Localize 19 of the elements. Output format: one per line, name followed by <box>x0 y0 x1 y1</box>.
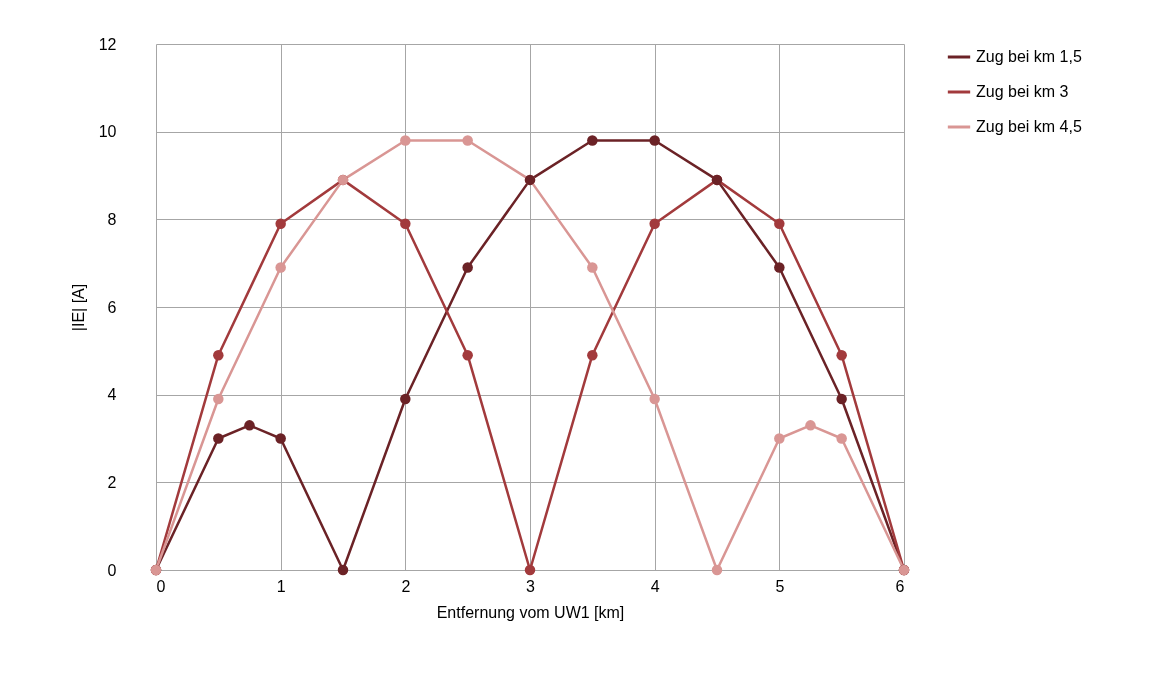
legend-label: Zug bei km 1,5 <box>976 48 1082 65</box>
x-tick-label: 2 <box>401 577 411 595</box>
x-tick-label: 3 <box>526 577 536 595</box>
x-tick-label: 0 <box>156 577 166 595</box>
y-tick-label: 0 <box>107 561 117 579</box>
y-axis-title: |IE| [A] <box>69 283 87 332</box>
x-tick-label: 6 <box>895 577 905 595</box>
y-tick-label: 4 <box>107 386 117 404</box>
legend-label: Zug bei km 3 <box>976 83 1069 100</box>
x-tick-label: 5 <box>775 577 785 595</box>
y-tick-label: 8 <box>107 210 117 228</box>
x-tick-label: 4 <box>650 577 660 595</box>
y-tick-label: 6 <box>107 298 117 316</box>
legend-label: Zug bei km 4,5 <box>976 118 1082 135</box>
y-tick-label: 12 <box>98 35 117 53</box>
x-axis-title: Entfernung vom UW1 [km] <box>436 603 625 621</box>
y-tick-label: 2 <box>107 473 117 491</box>
y-tick-label: 10 <box>98 123 117 141</box>
x-tick-label: 1 <box>276 577 286 595</box>
